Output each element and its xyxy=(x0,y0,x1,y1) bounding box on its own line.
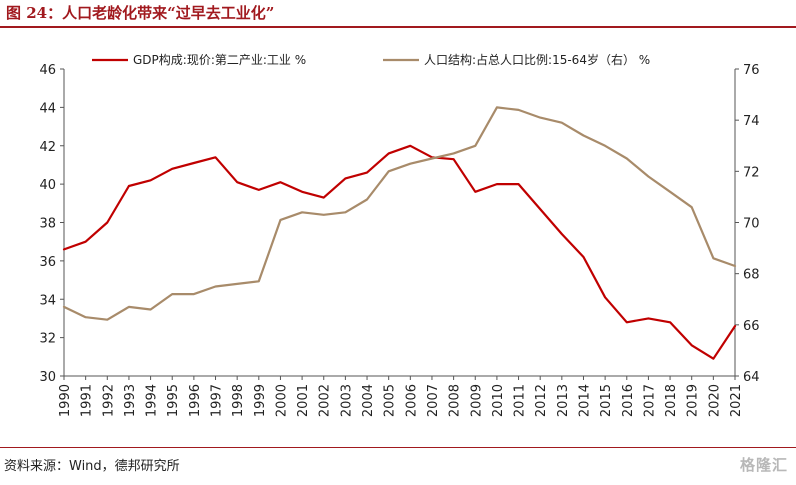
source-note: 资料来源：Wind，德邦研究所 xyxy=(4,459,180,474)
footer-divider xyxy=(0,447,796,448)
x-tick-label: 2002 xyxy=(318,384,333,417)
x-tick-label: 2008 xyxy=(448,384,463,417)
x-tick-label: 1997 xyxy=(210,384,225,417)
x-tick-label: 2009 xyxy=(469,384,484,417)
x-tick-label: 2019 xyxy=(686,384,701,417)
x-tick-label: 1995 xyxy=(166,384,181,417)
x-tick-label: 1996 xyxy=(188,384,203,417)
x-tick-label: 2010 xyxy=(491,384,506,417)
title-divider xyxy=(0,26,796,28)
chart-legend: GDP构成:现价:第二产业:工业 % 人口结构:占总人口比例:15-64岁（右） … xyxy=(92,52,650,67)
chart-axes: 30 32 34 36 38 40 42 44 46 64 66 68 70 72 74 76 1990 1991… xyxy=(39,63,759,417)
x-tick-label: 2015 xyxy=(599,384,614,417)
watermark-logo: 格隆汇 xyxy=(739,456,788,474)
y-left-tick-label: 32 xyxy=(39,332,56,347)
y-right-tick-label: 76 xyxy=(743,63,760,78)
legend-label: GDP构成:现价:第二产业:工业 % xyxy=(133,52,306,67)
series-line-working-age-population xyxy=(62,106,737,321)
y-left-tick-label: 42 xyxy=(39,140,56,155)
chart-title: 图 24：人口老龄化带来“过早去工业化” xyxy=(6,4,275,22)
x-tick-label: 1994 xyxy=(145,384,160,417)
x-tick-label: 2003 xyxy=(339,384,354,417)
x-tick-label: 1990 xyxy=(58,384,73,417)
legend-label: 人口结构:占总人口比例:15-64岁（右） % xyxy=(424,52,650,67)
x-tick-label: 1991 xyxy=(80,384,95,417)
y-left-tick-label: 46 xyxy=(39,63,56,78)
line-chart: 30 32 34 36 38 40 42 44 46 64 66 68 70 72 74 76 1990 1991… xyxy=(39,52,759,417)
y-right-tick-label: 70 xyxy=(743,217,760,232)
y-right-tick-label: 72 xyxy=(743,165,760,180)
x-tick-label: 2013 xyxy=(556,384,571,417)
y-right-tick-label: 68 xyxy=(743,268,760,283)
x-tick-label: 2017 xyxy=(642,384,657,417)
series-line-gdp-industry xyxy=(62,144,737,360)
y-right-tick-label: 74 xyxy=(743,114,760,129)
x-tick-label: 2020 xyxy=(707,384,722,417)
y-right-tick-label: 64 xyxy=(743,370,760,385)
y-left-tick-label: 40 xyxy=(39,178,56,193)
x-tick-label: 2012 xyxy=(534,384,549,417)
y-right-tick-label: 66 xyxy=(743,319,760,334)
x-tick-label: 2016 xyxy=(621,384,636,417)
chart-series xyxy=(62,106,737,360)
x-tick-label: 2018 xyxy=(664,384,679,417)
x-tick-label: 2014 xyxy=(577,384,592,417)
x-tick-label: 2005 xyxy=(383,384,398,417)
x-tick-label: 2004 xyxy=(361,384,376,417)
x-tick-label: 1998 xyxy=(231,384,246,417)
x-tick-label: 2007 xyxy=(426,384,441,417)
y-left-tick-label: 34 xyxy=(39,293,56,308)
y-left-tick-label: 36 xyxy=(39,255,56,270)
y-left-tick-label: 44 xyxy=(39,101,56,116)
x-tick-label: 2000 xyxy=(274,384,289,417)
x-tick-label: 2006 xyxy=(404,384,419,417)
y-left-tick-label: 38 xyxy=(39,217,56,232)
x-tick-label: 2001 xyxy=(296,384,311,417)
x-tick-label: 2021 xyxy=(729,384,744,417)
x-tick-label: 1999 xyxy=(253,384,268,417)
y-left-tick-label: 30 xyxy=(39,370,56,385)
x-tick-label: 2011 xyxy=(513,384,528,417)
x-tick-label: 1993 xyxy=(123,384,138,417)
x-tick-label: 1992 xyxy=(101,384,116,417)
